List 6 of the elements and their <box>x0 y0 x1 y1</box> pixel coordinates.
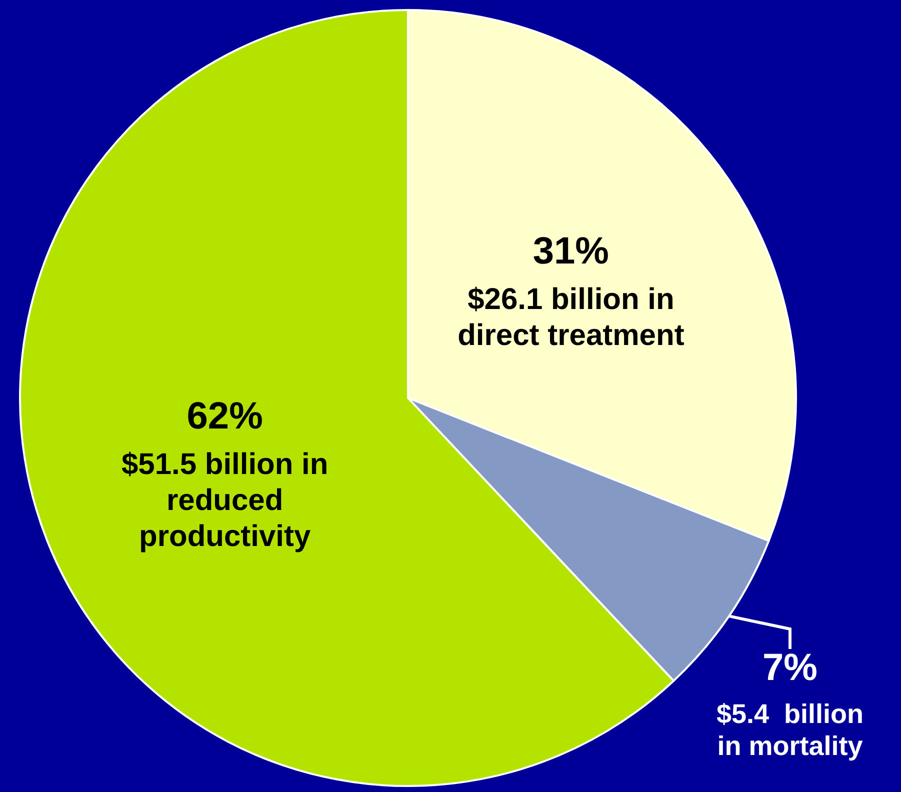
data-label: 31% <box>532 230 609 272</box>
slice-label: $51.5 billion in reduced productivity <box>121 448 328 554</box>
slice-label: $26.1 billion in direct treatment <box>458 282 684 352</box>
slice-label: $5.4 billion in mortality <box>716 699 864 761</box>
data-label: 7% <box>762 647 818 689</box>
data-label: 62% <box>186 396 263 438</box>
